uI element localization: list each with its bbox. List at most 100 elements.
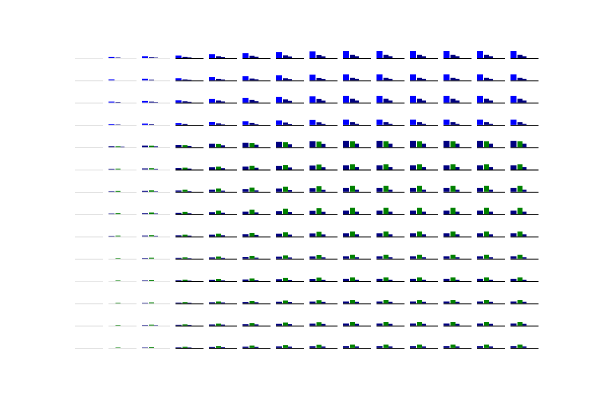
bar-r5-c7-s2 — [321, 167, 326, 170]
bar-r13-c3-s0 — [175, 347, 182, 348]
bar-r6-c6-s2 — [288, 190, 292, 192]
bar-r4-c8-s0 — [343, 140, 349, 148]
bar-r4-c1-s0 — [108, 146, 115, 148]
bar-r6-c13-s0 — [510, 187, 517, 192]
panel-11-2 — [142, 302, 170, 305]
bar-r1-c4-s1 — [216, 78, 221, 81]
panel-7-1 — [108, 213, 137, 215]
panel-1-4 — [209, 77, 237, 82]
panel-4-9 — [376, 140, 405, 149]
panel-2-5 — [242, 97, 271, 104]
bar-r8-c1-s1 — [115, 235, 121, 237]
bar-r13-c13-s1 — [517, 344, 523, 348]
bar-r11-c10-s0 — [410, 301, 416, 304]
bar-r6-c3-s2 — [187, 191, 192, 192]
panel-7-2 — [142, 212, 170, 215]
panel-6-5 — [242, 187, 271, 193]
bar-r3-c8-s2 — [355, 123, 359, 125]
panel-3-8 — [343, 119, 371, 126]
bar-r9-c7-s1 — [316, 254, 322, 259]
bar-r2-c9-s0 — [376, 95, 383, 103]
bar-r0-c3-s2 — [187, 57, 192, 58]
bar-r12-c7-s2 — [321, 323, 326, 326]
panel-11-3 — [175, 302, 204, 305]
bar-r2-c12-s0 — [477, 95, 483, 103]
bar-r7-c8-s0 — [343, 210, 349, 215]
bar-r0-c7-s0 — [309, 51, 316, 58]
bar-r3-c9-s1 — [383, 122, 389, 125]
panel-2-7 — [309, 96, 338, 104]
bar-r5-c1-s1 — [115, 168, 121, 170]
bar-r4-c5-s1 — [249, 143, 255, 148]
bar-r11-c11-s1 — [450, 300, 456, 304]
bar-r6-c1-s0 — [108, 191, 115, 192]
bar-r7-c2-s0 — [142, 213, 148, 215]
panel-11-9 — [376, 300, 405, 305]
bar-r13-c8-s0 — [343, 346, 349, 348]
bar-r6-c9-s1 — [383, 185, 389, 192]
bar-r1-c9-s0 — [376, 74, 383, 81]
bar-r12-c12-s0 — [477, 323, 483, 326]
panel-13-1 — [108, 347, 137, 349]
bar-r8-c10-s2 — [422, 234, 426, 237]
panel-10-3 — [175, 279, 204, 282]
bar-r9-c11-s2 — [455, 257, 460, 259]
bar-r6-c3-s1 — [182, 189, 188, 192]
bar-r6-c2-s0 — [142, 190, 148, 192]
panel-1-2 — [142, 78, 170, 82]
bar-r7-c7-s2 — [321, 211, 326, 215]
panel-7-11 — [443, 207, 472, 216]
bar-r0-c3-s1 — [182, 56, 188, 58]
bar-r9-c5-s1 — [249, 255, 255, 259]
bar-r6-c2-s2 — [154, 191, 158, 192]
panel-3-2 — [142, 123, 170, 126]
bar-r6-c8-s2 — [355, 189, 359, 192]
bar-r6-c11-s2 — [455, 189, 460, 192]
bar-r0-c12-s2 — [489, 56, 493, 58]
panel-10-7 — [309, 277, 338, 282]
panel-11-11 — [443, 300, 472, 305]
bar-r9-c11-s1 — [450, 254, 456, 259]
bar-r2-c7-s0 — [309, 96, 316, 103]
panel-8-1 — [108, 235, 137, 238]
bar-r11-c6-s1 — [283, 300, 288, 304]
panel-13-11 — [443, 344, 472, 349]
bar-r2-c1-s1 — [115, 102, 121, 103]
bar-r1-c12-s1 — [484, 77, 489, 81]
bar-r6-c9-s0 — [376, 187, 383, 192]
bar-r1-c8-s0 — [343, 74, 349, 81]
bar-r10-c8-s2 — [355, 279, 359, 281]
panel-0-5 — [242, 53, 271, 59]
bar-r1-c5-s2 — [254, 79, 259, 81]
bar-r2-c7-s2 — [321, 100, 326, 103]
bar-r5-c12-s2 — [489, 167, 493, 170]
bar-r13-c8-s1 — [350, 344, 355, 348]
bar-r3-c5-s2 — [254, 124, 259, 125]
panel-0-11 — [443, 51, 472, 59]
panel-10-12 — [477, 277, 505, 282]
bar-r5-c13-s2 — [522, 167, 527, 170]
bar-r2-c2-s2 — [154, 102, 158, 103]
bar-r5-c10-s1 — [417, 164, 422, 170]
bar-r2-c5-s1 — [249, 99, 255, 103]
bar-r3-c13-s1 — [517, 122, 523, 125]
bar-r8-c6-s0 — [276, 233, 282, 237]
bar-r2-c3-s2 — [187, 101, 192, 103]
panel-2-4 — [209, 98, 237, 104]
bar-r0-c5-s1 — [249, 55, 255, 58]
panel-11-12 — [477, 300, 505, 305]
bar-r0-c11-s2 — [455, 56, 460, 58]
bar-r12-c4-s0 — [209, 324, 215, 326]
bar-r6-c6-s1 — [283, 186, 288, 192]
bar-r4-c12-s0 — [477, 140, 483, 148]
bar-r7-c12-s1 — [484, 207, 489, 215]
panel-10-2 — [142, 280, 170, 282]
bar-r1-c5-s0 — [242, 76, 249, 81]
bar-r4-c10-s0 — [410, 140, 416, 148]
bar-r2-c11-s1 — [450, 98, 456, 103]
bar-r10-c12-s0 — [477, 278, 483, 281]
bar-r10-c8-s0 — [343, 278, 349, 281]
panel-12-10 — [410, 322, 438, 327]
bar-r8-c4-s0 — [209, 234, 215, 237]
bar-r7-c13-s0 — [510, 210, 517, 215]
